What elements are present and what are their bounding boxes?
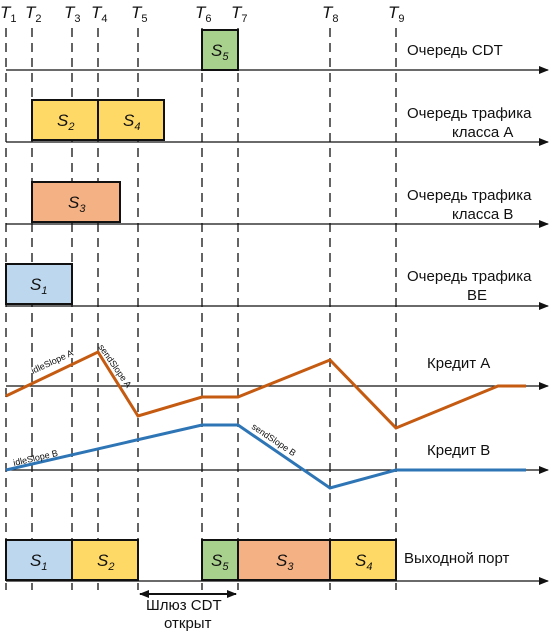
- output-frame-s2: [71, 539, 139, 581]
- frame-s2-class-a: [31, 99, 99, 141]
- queue-be-label-1: Очередь трафика: [407, 268, 532, 285]
- idle-slope-b-label: idleSlope B: [12, 448, 59, 468]
- idle-slope-a-label: idleSlope A: [30, 348, 75, 376]
- time-label-t8: T8: [322, 3, 339, 25]
- queue-class-b-label-2: класса B: [452, 206, 513, 223]
- time-label-t4: T4: [91, 3, 108, 25]
- frame-s5-cdt-label: S5: [211, 41, 229, 63]
- credit-b-label: Кредит B: [427, 442, 490, 459]
- send-slope-a-label: sendSlope A: [96, 342, 133, 389]
- credit-b: Кредит B idleSlope B sendSlope B: [5, 421, 549, 490]
- output-frame-s5-label: S5: [211, 551, 229, 573]
- queue-class-a-label-2: класса A: [452, 124, 513, 141]
- output-port: S1 S2 S5 S3 S4 Выходной порт: [5, 539, 549, 585]
- output-port-label: Выходной порт: [404, 550, 510, 567]
- queue-class-a-label-1: Очередь трафика: [407, 105, 532, 122]
- queue-cdt-label: Очередь CDT: [407, 42, 503, 59]
- queue-class-b: S3 Очередь трафика класса B: [6, 181, 549, 228]
- output-frame-s3-label: S3: [276, 551, 294, 573]
- time-label-t5: T5: [131, 3, 148, 25]
- cdt-gate-interval: Шлюз CDT открыт: [139, 590, 237, 632]
- time-label-t7: T7: [231, 3, 248, 25]
- time-label-t6: T6: [195, 3, 212, 25]
- credit-a: Кредит A idleSlope A sendSlope A: [5, 342, 549, 430]
- output-frame-s2-label: S2: [97, 551, 114, 573]
- time-label-t9: T9: [388, 3, 405, 25]
- gate-label-1: Шлюз CDT: [146, 597, 222, 614]
- output-frame-s1-label: S1: [30, 551, 47, 573]
- queue-cdt: S5 Очередь CDT: [6, 29, 549, 74]
- frame-s4-class-a-label: S4: [123, 111, 140, 133]
- time-labels: T1 T2 T3 T4 T5 T6 T7 T8 T9: [0, 3, 405, 25]
- time-label-t3: T3: [64, 3, 81, 25]
- frame-s1-be: [5, 263, 73, 305]
- gate-label-2: открыт: [164, 615, 212, 632]
- credit-a-label: Кредит A: [427, 355, 490, 372]
- frame-s3-class-b: [31, 181, 121, 223]
- output-frame-s4-label: S4: [355, 551, 372, 573]
- frame-s1-be-label: S1: [30, 275, 47, 297]
- frame-s2-class-a-label: S2: [57, 111, 74, 133]
- queue-be: S1 Очередь трафика BE: [5, 263, 549, 310]
- queue-be-label-2: BE: [467, 287, 487, 304]
- credit-b-curve: [5, 423, 526, 490]
- queue-class-b-label-1: Очередь трафика: [407, 187, 532, 204]
- time-label-t2: T2: [25, 3, 42, 25]
- credit-a-curve: [5, 350, 526, 430]
- output-frame-s4: [329, 539, 397, 581]
- time-label-t1: T1: [0, 3, 17, 25]
- frame-s4-class-a: [97, 99, 165, 141]
- frame-s3-class-b-label: S3: [68, 193, 86, 215]
- queue-class-a: S2 S4 Очередь трафика класса A: [6, 99, 549, 146]
